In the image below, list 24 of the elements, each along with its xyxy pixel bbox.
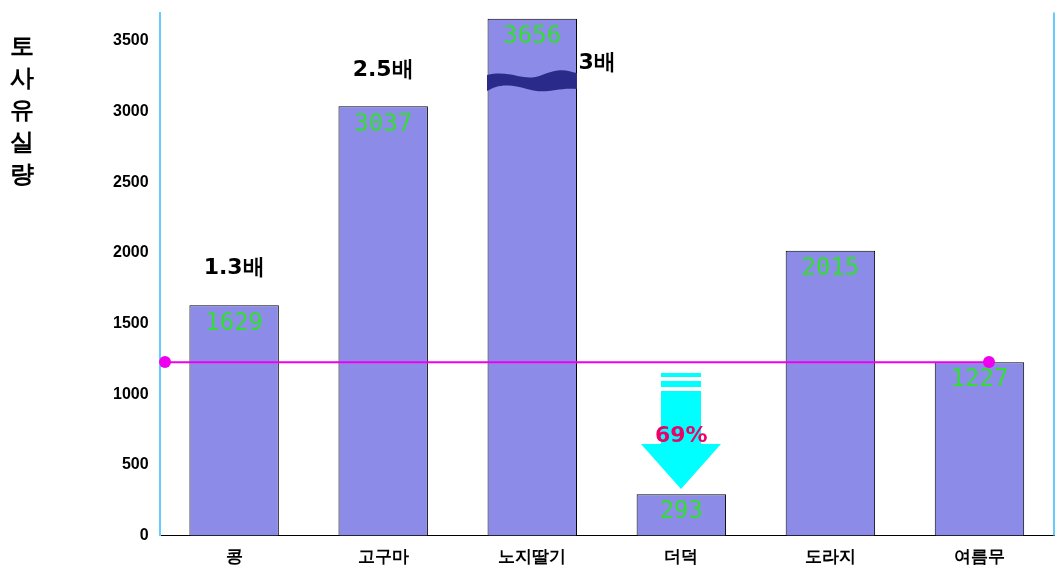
data-label: 1227	[950, 364, 1009, 393]
y-tick-label: 2500	[113, 172, 149, 190]
data-label: 3656	[503, 21, 562, 50]
x-tick-label: 노지딸기	[498, 547, 567, 567]
y-tick-label: 1500	[113, 313, 149, 331]
annotation: 3배	[578, 48, 616, 77]
data-label: 2015	[801, 253, 860, 282]
y-tick-label: 1000	[113, 384, 149, 402]
annotation: 2.5배	[352, 55, 414, 84]
y-axis-title: 토사유실량	[10, 31, 35, 190]
data-label: 293	[659, 496, 704, 525]
y-tick-label: 3500	[113, 31, 149, 49]
y-tick-label: 500	[121, 455, 149, 473]
x-tick-label: 도라지	[804, 547, 856, 567]
x-tick-label: 콩	[225, 547, 243, 567]
x-tick-label: 더덕	[664, 547, 699, 567]
y-tick-label: 3000	[113, 101, 149, 119]
x-tick-label: 여름무	[953, 547, 1005, 567]
data-label: 1629	[205, 307, 264, 336]
y-tick-label: 0	[139, 526, 149, 544]
annotation: 1.3배	[203, 253, 265, 282]
y-tick-label: 2000	[113, 243, 149, 261]
x-tick-label: 고구마	[357, 547, 409, 567]
data-label: 3037	[354, 108, 413, 137]
